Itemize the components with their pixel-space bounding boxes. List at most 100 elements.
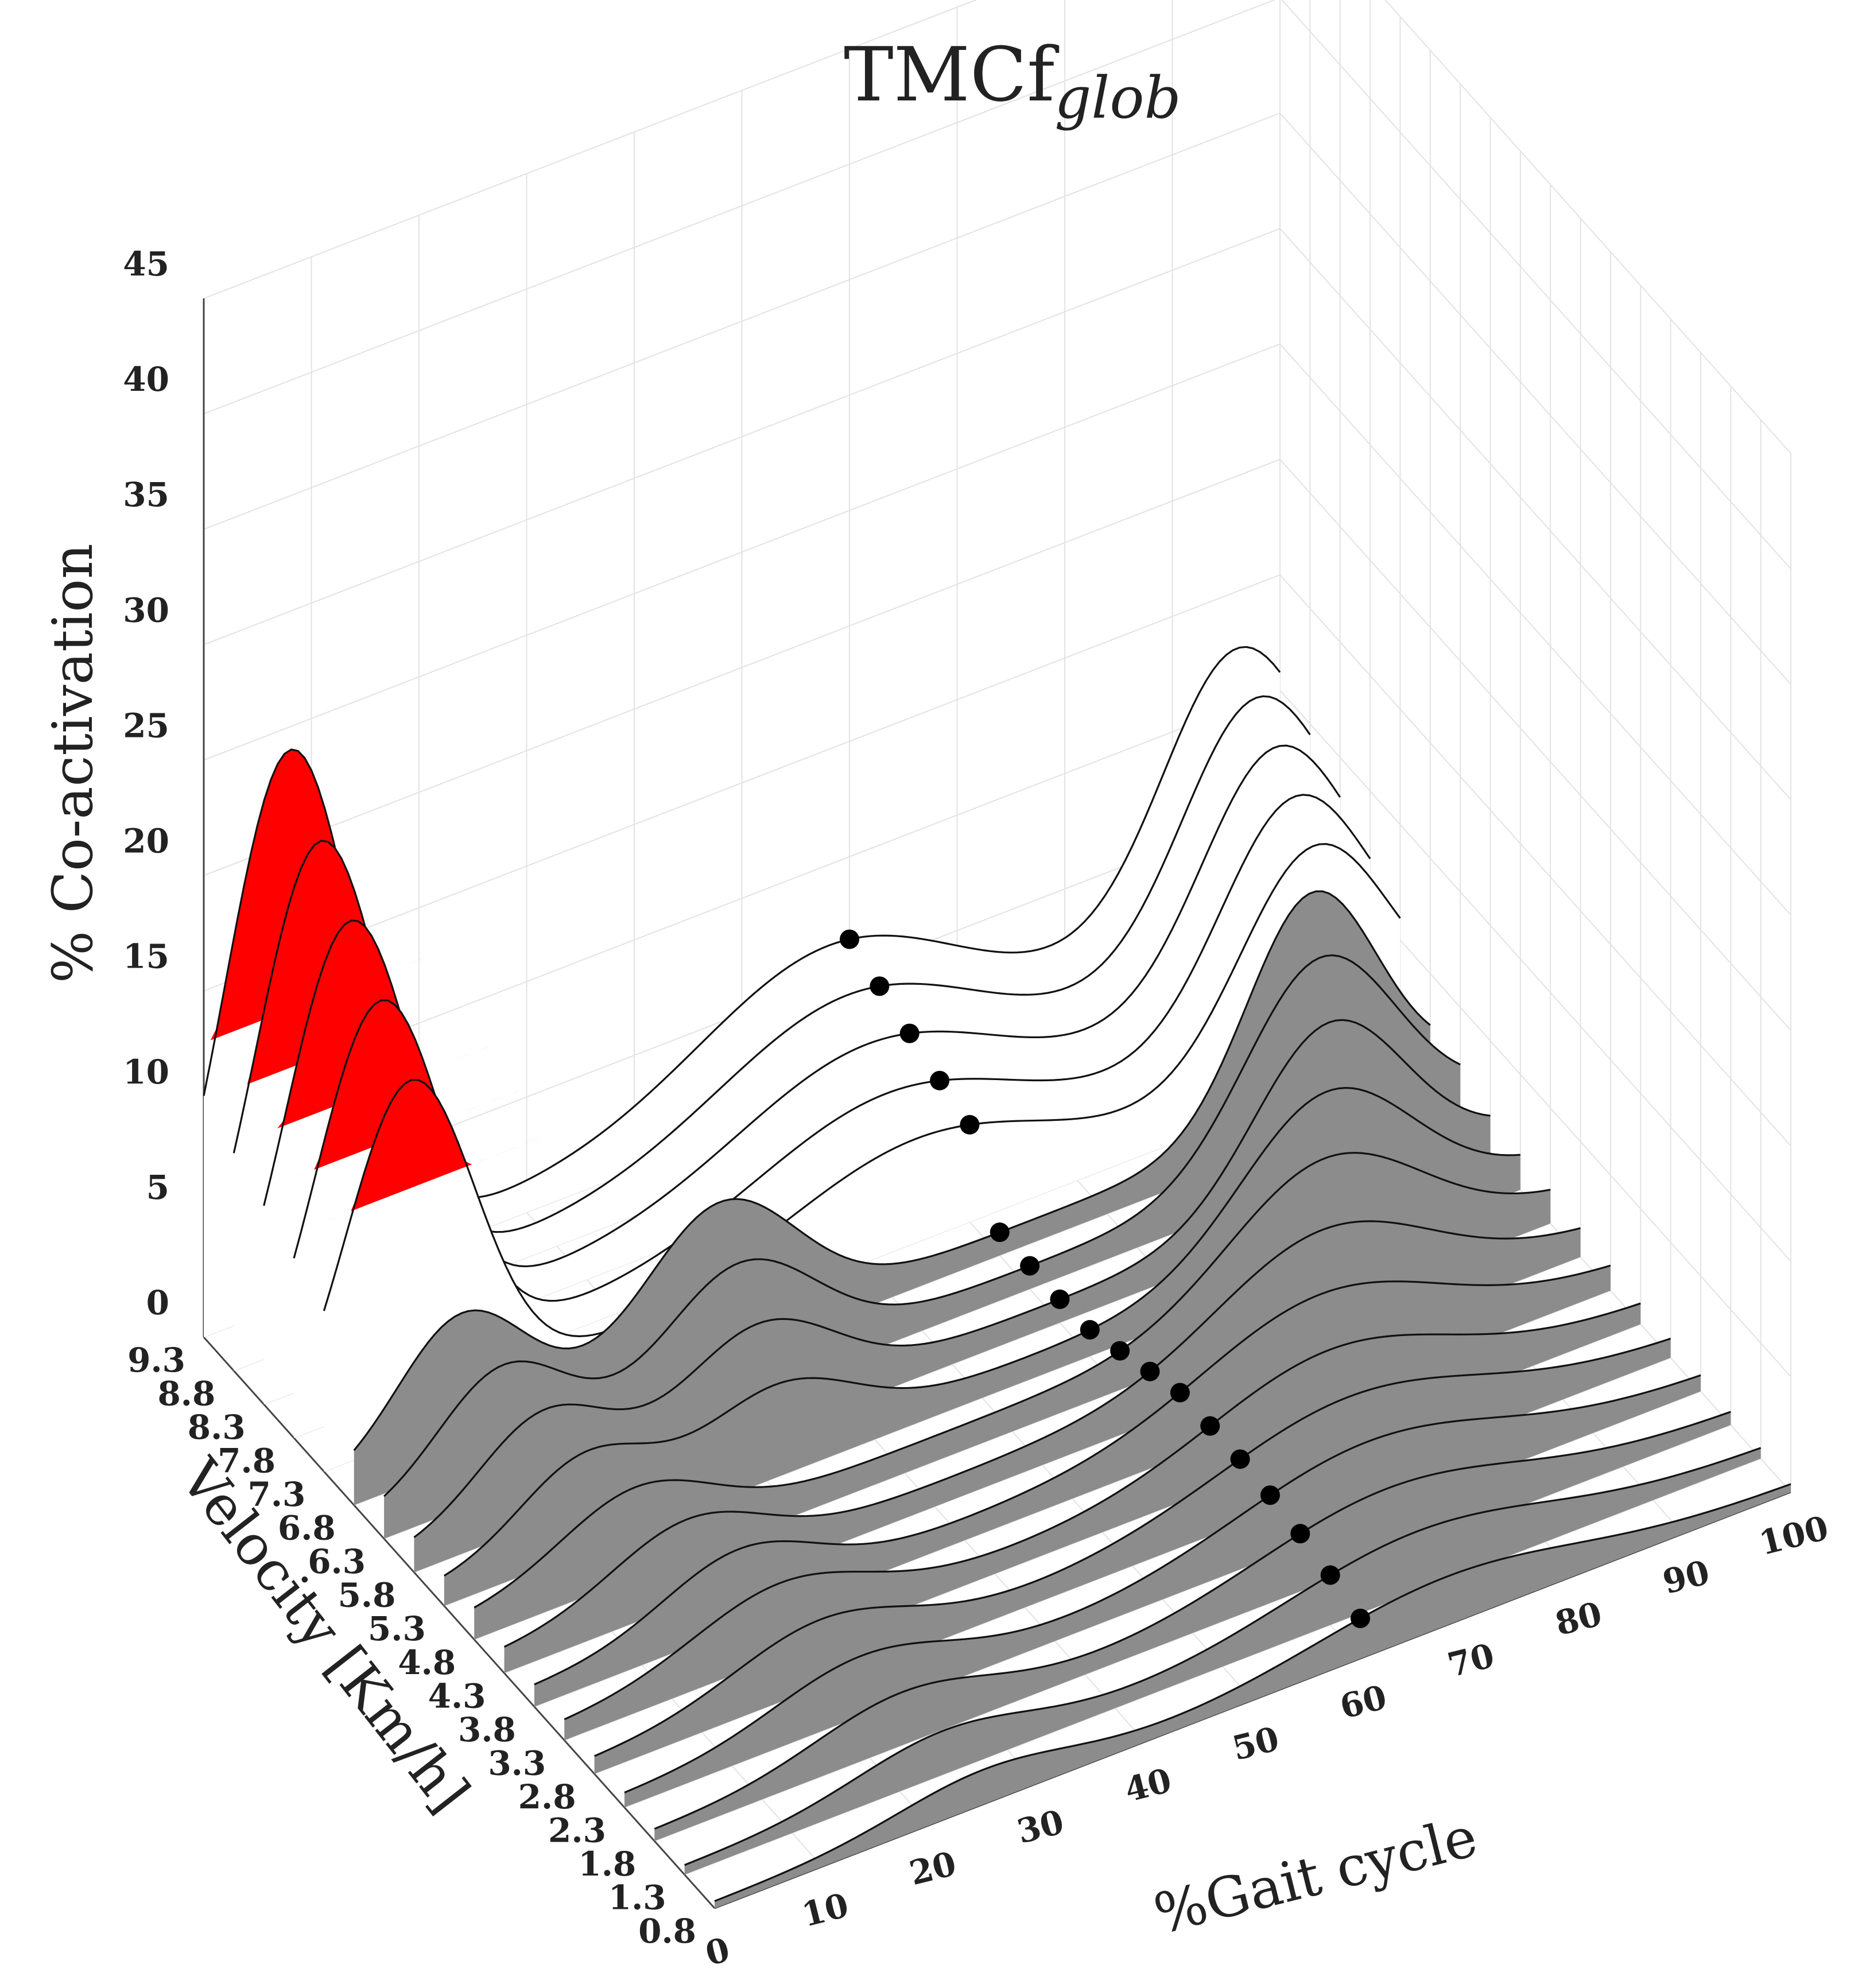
marker-point	[1351, 1608, 1370, 1628]
grid-side-horizontal	[1279, 343, 1791, 916]
series-line	[353, 890, 1431, 1451]
series-line	[684, 1447, 1762, 1866]
grid-side-horizontal	[1279, 574, 1791, 1147]
series-line	[534, 1264, 1611, 1686]
series-line	[383, 954, 1461, 1497]
grid-side-horizontal	[1279, 112, 1791, 685]
velocity-tick-label: 0.8	[638, 1912, 696, 1951]
velocity-tick-label: 1.8	[578, 1845, 636, 1884]
chart-title-main: TMCf	[844, 31, 1059, 118]
grid-side-horizontal	[1384, 0, 1791, 454]
x-tick-label: 30	[1013, 1802, 1068, 1851]
marker-point	[1200, 1416, 1220, 1436]
velocity-tick-label: 7.8	[218, 1442, 276, 1481]
velocity-tick-label: 4.8	[398, 1643, 456, 1682]
x-tick-label: 40	[1121, 1761, 1176, 1810]
series-1.3	[684, 1447, 1762, 1875]
area-fill-grey	[414, 1020, 1491, 1572]
series-5.8	[413, 1019, 1491, 1572]
area-fill-grey	[684, 1447, 1761, 1875]
x-tick-label: 20	[906, 1844, 960, 1893]
x-tick-label: 10	[798, 1885, 852, 1935]
velocity-tick-label: 5.8	[338, 1576, 396, 1615]
velocity-tick-label: 3.8	[458, 1710, 516, 1749]
velocity-tick-label: 9.3	[127, 1341, 185, 1380]
chart-title: TMCfglob	[844, 31, 1181, 131]
marker-point	[960, 1115, 980, 1135]
grid-back-horizontal	[203, 343, 1281, 761]
series-line	[323, 843, 1401, 1337]
marker-point	[1110, 1341, 1130, 1361]
velocity-tick-label: 6.8	[278, 1509, 336, 1548]
marker-point	[1140, 1361, 1160, 1381]
series-line	[443, 1086, 1520, 1577]
grid-back-horizontal	[203, 228, 1281, 646]
series-line	[654, 1411, 1731, 1830]
marker-point	[1020, 1256, 1040, 1276]
chart-title-subscript: glob	[1054, 64, 1181, 131]
velocity-tick-label: 2.8	[518, 1777, 576, 1816]
z-tick-label: 15	[123, 937, 169, 976]
marker-point	[1050, 1289, 1070, 1309]
x-tick-label: 90	[1659, 1552, 1713, 1602]
velocity-axis-line	[203, 1336, 716, 1909]
z-tick-label: 35	[123, 475, 169, 514]
x-tick-label: 50	[1228, 1719, 1283, 1768]
marker-point	[870, 976, 890, 996]
series-line	[624, 1374, 1701, 1793]
area-fill-grey	[384, 955, 1461, 1539]
marker-point	[990, 1222, 1010, 1242]
series-line	[564, 1302, 1641, 1721]
velocity-tick-label: 1.3	[608, 1878, 666, 1917]
marker-point	[1320, 1565, 1340, 1585]
velocity-tick-label: 8.8	[157, 1374, 215, 1414]
velocity-tick-label: 7.3	[248, 1475, 306, 1514]
marker-point	[1170, 1383, 1190, 1403]
marker-point	[840, 929, 859, 949]
series-line	[593, 1337, 1671, 1757]
marker-point	[1230, 1449, 1250, 1469]
grid-side-horizontal	[1281, 0, 1791, 569]
grid-back-horizontal	[203, 459, 1281, 876]
velocity-tick-label: 4.3	[428, 1676, 486, 1715]
grid-side-horizontal	[1279, 459, 1791, 1031]
velocity-tick-label: 8.3	[188, 1408, 246, 1447]
peak-fill-red	[324, 1080, 552, 1222]
series-line	[503, 1220, 1581, 1648]
z-tick-label: 25	[123, 706, 169, 745]
x-tick-label: 70	[1444, 1636, 1498, 1685]
grid-back-horizontal	[203, 0, 977, 299]
x-tick-label: 100	[1755, 1508, 1832, 1563]
marker-layer	[840, 929, 1370, 1628]
x-tick-label: 80	[1551, 1594, 1606, 1644]
series-layer	[203, 646, 1791, 1908]
velocity-tick-label: 6.3	[308, 1542, 366, 1581]
z-tick-label: 30	[123, 591, 169, 630]
series-line	[474, 1152, 1551, 1609]
x-tick-label: 60	[1336, 1678, 1391, 1727]
marker-point	[1290, 1524, 1310, 1544]
x-axis-title: %Gait cycle	[1148, 1804, 1483, 1947]
grid-side-horizontal	[1279, 690, 1791, 1262]
series-6.8	[353, 890, 1431, 1505]
series-6.3	[383, 954, 1461, 1539]
x-tick-label: 0	[701, 1930, 734, 1974]
velocity-tick-label: 3.3	[488, 1744, 546, 1783]
marker-point	[1080, 1320, 1100, 1340]
marker-point	[899, 1023, 920, 1043]
marker-point	[1260, 1485, 1280, 1505]
series-line	[714, 1483, 1791, 1902]
velocity-tick-label: 2.3	[548, 1811, 606, 1850]
z-tick-label: 45	[123, 244, 169, 284]
grid-back-horizontal	[203, 574, 1281, 992]
marker-point	[930, 1070, 950, 1090]
grid-back-horizontal	[203, 0, 1276, 415]
z-tick-label: 10	[123, 1053, 169, 1092]
z-tick-label: 40	[123, 360, 169, 399]
grid-back-horizontal	[203, 112, 1281, 530]
grid-side-horizontal	[1279, 228, 1791, 801]
z-tick-label: 5	[146, 1168, 169, 1207]
z-tick-label: 0	[146, 1283, 169, 1322]
